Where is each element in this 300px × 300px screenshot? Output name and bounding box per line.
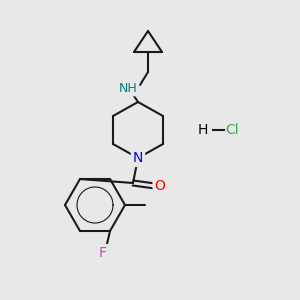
Text: NH: NH xyxy=(118,82,137,94)
Text: H: H xyxy=(198,123,208,137)
Text: Cl: Cl xyxy=(225,123,238,137)
Text: O: O xyxy=(154,179,165,193)
Text: F: F xyxy=(99,246,107,260)
Text: N: N xyxy=(133,151,143,165)
